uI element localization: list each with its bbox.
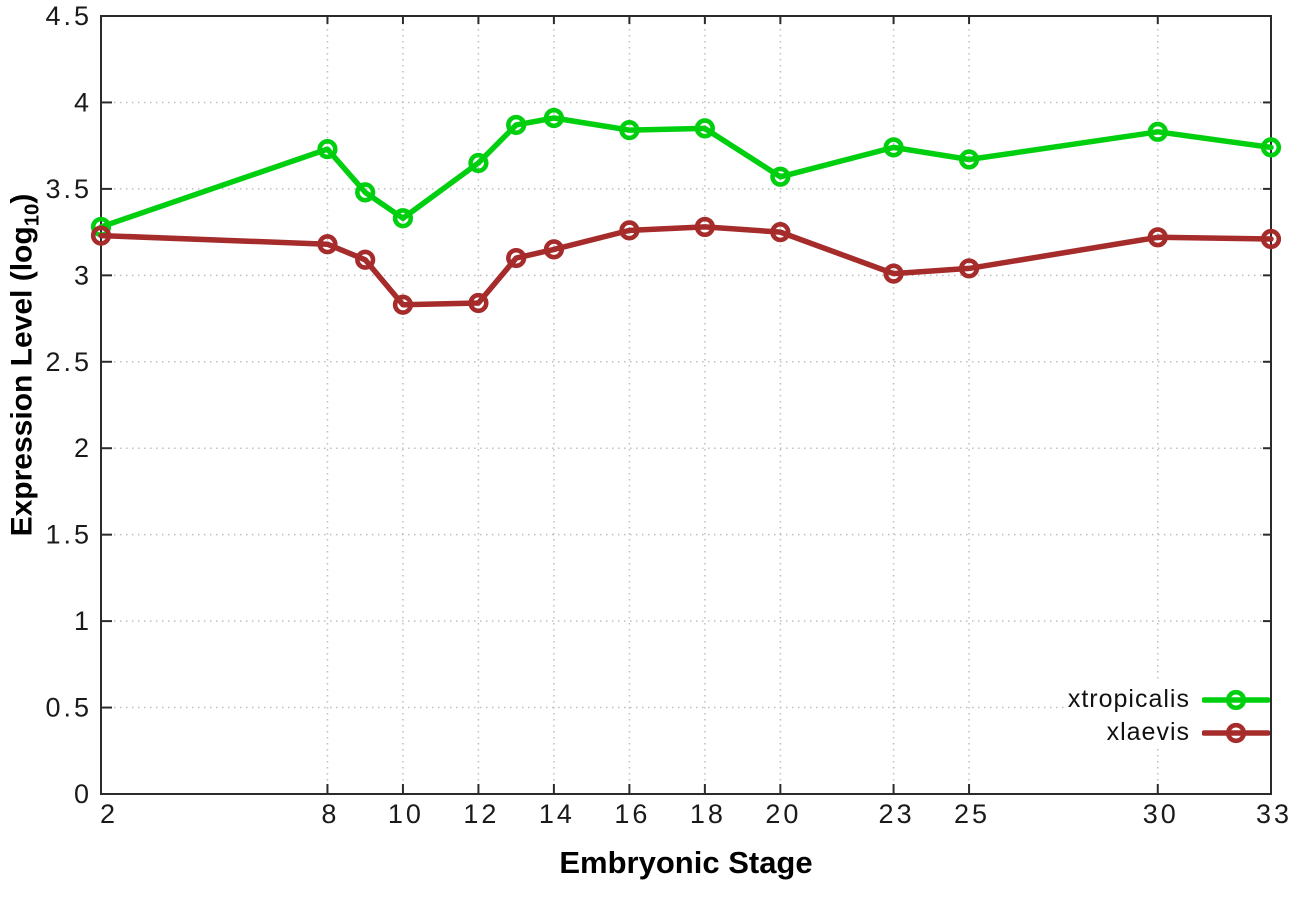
y-axis-label-subscript: 10 [21, 203, 44, 227]
svg-text:14: 14 [539, 799, 575, 829]
data-point-marker [506, 114, 527, 136]
data-point-marker [694, 216, 715, 238]
legend-marker-xlaevis [1202, 722, 1270, 743]
data-point-marker [770, 166, 791, 187]
data-point-marker [883, 137, 904, 158]
svg-text:0.5: 0.5 [45, 693, 92, 723]
svg-text:4: 4 [74, 87, 92, 117]
y-axis-label: Expression Level (log10) [6, 194, 45, 537]
series-line-xtropicalis [98, 115, 1274, 230]
plot-border [100, 15, 1272, 795]
legend: xtropicalis xlaevis [1067, 683, 1270, 749]
data-point-marker [468, 292, 489, 314]
data-point-marker [392, 294, 414, 315]
svg-text:18: 18 [690, 799, 726, 829]
svg-text:4.5: 4.5 [45, 1, 92, 31]
svg-text:33: 33 [1256, 799, 1292, 829]
x-axis-label: Embryonic Stage [559, 845, 813, 880]
data-point-marker [543, 107, 565, 129]
svg-text:2: 2 [74, 433, 92, 463]
svg-text:2.5: 2.5 [45, 347, 92, 377]
data-point-marker [90, 225, 112, 246]
series-line-xlaevis [98, 224, 1274, 308]
y-tick-labels: 0 0.5 1 1.5 2 2.5 3 3.5 4 4.5 [45, 1, 92, 809]
data-point-marker [770, 222, 791, 243]
gridlines [102, 17, 1270, 793]
data-point-marker [543, 239, 565, 260]
svg-text:16: 16 [614, 799, 650, 829]
data-point-marker [506, 247, 527, 269]
legend-item-xtropicalis: xtropicalis [1068, 683, 1270, 716]
legend-label-xtropicalis: xtropicalis [1067, 685, 1190, 713]
legend-item-xlaevis: xlaevis [1068, 716, 1270, 749]
legend-marker-xtropicalis [1202, 689, 1270, 710]
svg-text:1.5: 1.5 [45, 520, 92, 550]
data-point-marker [317, 139, 338, 160]
svg-text:2: 2 [100, 799, 118, 829]
data-point-marker [619, 220, 640, 241]
data-point-marker [958, 258, 980, 279]
data-point-marker [317, 234, 338, 255]
data-point-marker [619, 120, 640, 141]
svg-text:3.5: 3.5 [45, 174, 92, 204]
data-point-marker [1260, 228, 1282, 250]
svg-text:1: 1 [74, 606, 92, 636]
svg-text:20: 20 [765, 799, 801, 829]
series-xtropicalis [90, 107, 1282, 238]
data-point-marker [883, 263, 904, 284]
data-point-marker [694, 118, 715, 139]
data-point-marker [468, 152, 489, 174]
y-axis-label-text: Expression Level (log [5, 226, 39, 537]
svg-text:25: 25 [954, 799, 990, 829]
data-point-marker [1147, 121, 1168, 142]
data-point-marker [958, 149, 980, 170]
svg-text:12: 12 [463, 799, 499, 829]
axis-ticks [100, 15, 1272, 795]
data-point-marker [355, 182, 376, 203]
data-point-marker [355, 249, 376, 270]
svg-text:30: 30 [1143, 799, 1179, 829]
svg-text:23: 23 [879, 799, 915, 829]
svg-text:0: 0 [74, 779, 92, 809]
x-tick-labels: 2 8 10 12 14 16 18 20 23 25 30 33 [100, 799, 1292, 829]
svg-text:8: 8 [321, 799, 339, 829]
svg-text:3: 3 [74, 260, 92, 290]
legend-label-xlaevis: xlaevis [1106, 718, 1190, 746]
data-point-marker [392, 208, 414, 229]
svg-text:10: 10 [388, 799, 424, 829]
series-xlaevis [90, 216, 1282, 315]
y-axis-label-close: ) [5, 193, 39, 204]
data-point-marker [1147, 227, 1168, 248]
data-point-marker [1260, 137, 1282, 158]
